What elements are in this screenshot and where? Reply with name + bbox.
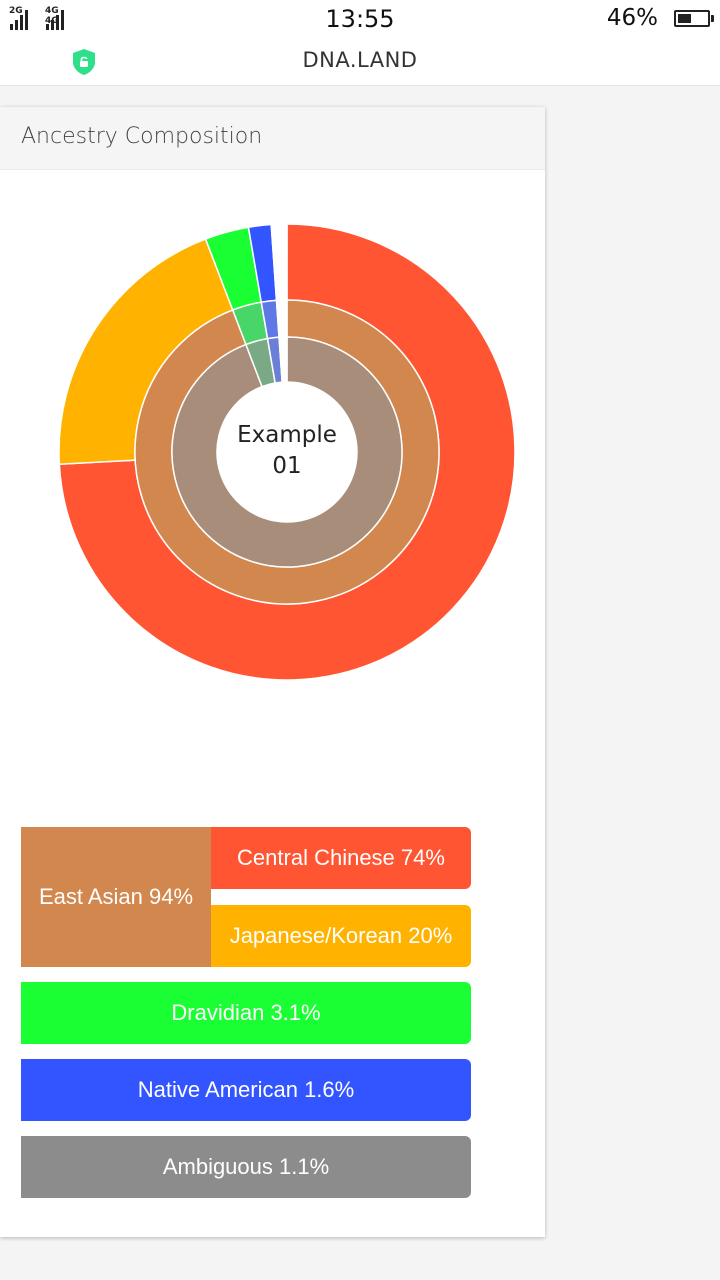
ancestry-legend: East Asian 94% Central Chinese 74% Japan… (21, 827, 471, 1198)
site-title: DNA.LAND (302, 48, 418, 72)
legend-east-asian[interactable]: East Asian 94% (21, 827, 211, 967)
ancestry-card: Ancestry Composition Example 01 East Asi… (0, 107, 545, 1237)
network-type-2: 4G 4G (45, 6, 59, 26)
chart-center-hole (217, 382, 357, 522)
chart-center-label: Example 01 (217, 420, 357, 482)
battery-icon (674, 10, 714, 27)
slice-middle-ambiguous[interactable] (275, 299, 288, 339)
signal-icon-2: 4G 4G (45, 6, 64, 30)
browser-title-bar: DNA.LAND (0, 38, 720, 86)
card-title: Ancestry Composition (21, 124, 263, 149)
status-time: 13:55 (325, 5, 395, 33)
status-bar: 2G 4G 4G 13:55 46% (0, 0, 720, 38)
shield-lock-icon[interactable] (71, 48, 97, 76)
signal-indicators: 2G 4G 4G (9, 6, 64, 30)
legend-ambiguous[interactable]: Ambiguous 1.1% (21, 1136, 471, 1198)
legend-dravidian[interactable]: Dravidian 3.1% (21, 982, 471, 1044)
ancestry-sunburst-chart (58, 223, 516, 681)
battery-percent: 46% (606, 5, 658, 31)
card-header: Ancestry Composition (0, 107, 545, 170)
network-type-1: 2G (9, 6, 23, 16)
legend-central-chinese[interactable]: Central Chinese 74% (211, 827, 471, 889)
center-label-line2: 01 (272, 453, 302, 479)
legend-native-american[interactable]: Native American 1.6% (21, 1059, 471, 1121)
legend-japanese-korean[interactable]: Japanese/Korean 20% (211, 905, 471, 967)
battery-level (678, 14, 691, 23)
legend-east-asian-group: East Asian 94% Central Chinese 74% Japan… (21, 827, 471, 967)
signal-icon-1: 2G (9, 6, 28, 30)
center-label-line1: Example (237, 422, 337, 448)
